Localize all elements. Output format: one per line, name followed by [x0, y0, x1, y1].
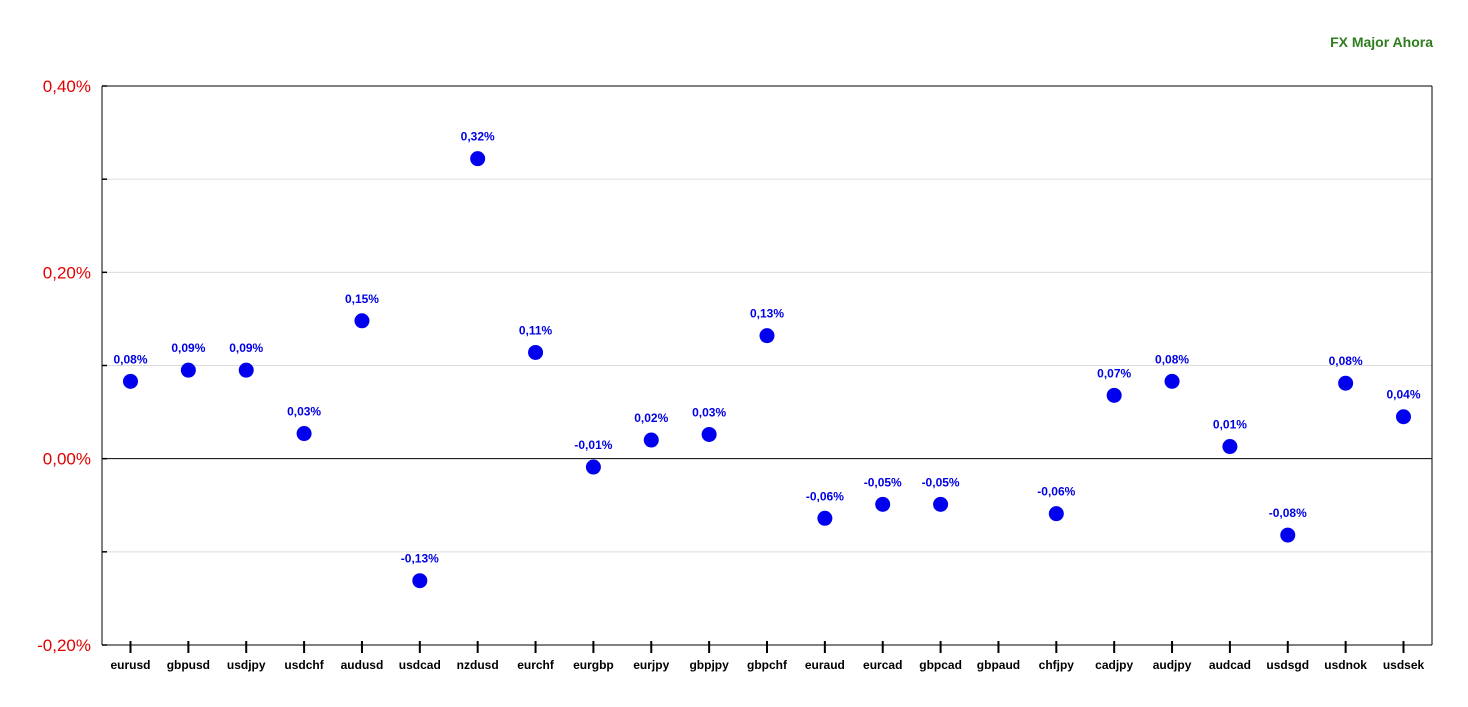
data-label: -0,13% [401, 552, 439, 566]
data-label: 0,03% [692, 405, 726, 419]
data-point [180, 362, 196, 378]
data-label: 0,08% [1155, 352, 1189, 366]
x-tick-label: audusd [341, 658, 384, 672]
data-label: 0,04% [1386, 388, 1420, 402]
data-point [759, 328, 775, 344]
data-point [354, 313, 370, 329]
data-point [412, 573, 428, 589]
data-point [933, 496, 949, 512]
data-label: 0,08% [113, 352, 147, 366]
x-tick-label: gbpusd [167, 658, 210, 672]
x-tick-label: nzdusd [457, 658, 499, 672]
data-label: -0,06% [1037, 485, 1075, 499]
x-tick-label: eurcad [863, 658, 902, 672]
data-label: -0,05% [864, 475, 902, 489]
x-tick-label: gbpaud [977, 658, 1020, 672]
x-tick-label: eurusd [110, 658, 150, 672]
data-label: 0,11% [519, 323, 553, 337]
x-tick-label: usdsek [1383, 658, 1425, 672]
y-tick-label: 0,40% [43, 77, 91, 96]
data-point [585, 459, 601, 475]
x-tick-label: gbpcad [919, 658, 962, 672]
data-label: -0,06% [806, 489, 844, 503]
data-point [643, 432, 659, 448]
data-point [238, 362, 254, 378]
data-label: 0,08% [1329, 354, 1363, 368]
data-label: 0,03% [287, 405, 321, 419]
data-label: 0,01% [1213, 418, 1247, 432]
data-point [1222, 439, 1238, 455]
data-label: -0,01% [574, 438, 612, 452]
x-tick-label: usdcad [399, 658, 441, 672]
data-label: 0,09% [229, 341, 263, 355]
data-point [1280, 527, 1296, 543]
x-tick-label: gbpjpy [689, 658, 729, 672]
data-points [123, 151, 1411, 589]
data-label: 0,13% [750, 307, 784, 321]
data-point [875, 496, 891, 512]
data-label: -0,05% [922, 475, 960, 489]
data-labels: 0,08% 0,09% 0,09% 0,03% 0,15% -0,13% 0,32% 0,11… [113, 130, 1420, 566]
data-label: 0,15% [345, 292, 379, 306]
y-tick-label: 0,00% [43, 450, 91, 469]
data-label: 0,09% [171, 341, 205, 355]
data-label: 0,02% [634, 411, 668, 425]
data-point [1164, 373, 1180, 389]
data-point [470, 151, 486, 167]
gridlines [102, 178, 1432, 553]
x-tick-label: euraud [805, 658, 845, 672]
data-point [1048, 506, 1064, 522]
x-tick-label: usdnok [1324, 658, 1367, 672]
data-point [817, 510, 833, 526]
x-tick-label: audcad [1209, 658, 1251, 672]
y-tick-label: 0,20% [43, 263, 91, 282]
y-tick-labels: 0,40% 0,20% 0,00% -0,20% [37, 77, 91, 655]
chart-title: FX Major Ahora [1330, 34, 1433, 50]
x-tick-label: gbpchf [747, 658, 788, 672]
data-point [1396, 409, 1411, 425]
x-tick-label: usdchf [284, 658, 324, 672]
data-label: 0,32% [461, 130, 495, 144]
x-tick-label: eurjpy [633, 658, 669, 672]
data-point [1106, 387, 1122, 403]
data-point [123, 373, 138, 389]
x-tick-labels: eurusd gbpusd usdjpy usdchf audusd usdcad nzdu… [110, 641, 1425, 672]
data-point [296, 426, 312, 442]
data-point [1338, 375, 1354, 391]
x-tick-label: eurchf [517, 658, 555, 672]
data-point [701, 426, 717, 442]
x-tick-label: cadjpy [1095, 658, 1133, 672]
data-point [528, 344, 544, 360]
y-tick-label: -0,20% [37, 636, 91, 655]
x-tick-label: usdjpy [227, 658, 266, 672]
data-label: -0,08% [1269, 506, 1307, 520]
x-tick-label: chfjpy [1039, 658, 1075, 672]
x-tick-label: audjpy [1153, 658, 1192, 672]
x-tick-label: usdsgd [1266, 658, 1309, 672]
x-tick-label: eurgbp [573, 658, 614, 672]
data-label: 0,07% [1097, 366, 1131, 380]
